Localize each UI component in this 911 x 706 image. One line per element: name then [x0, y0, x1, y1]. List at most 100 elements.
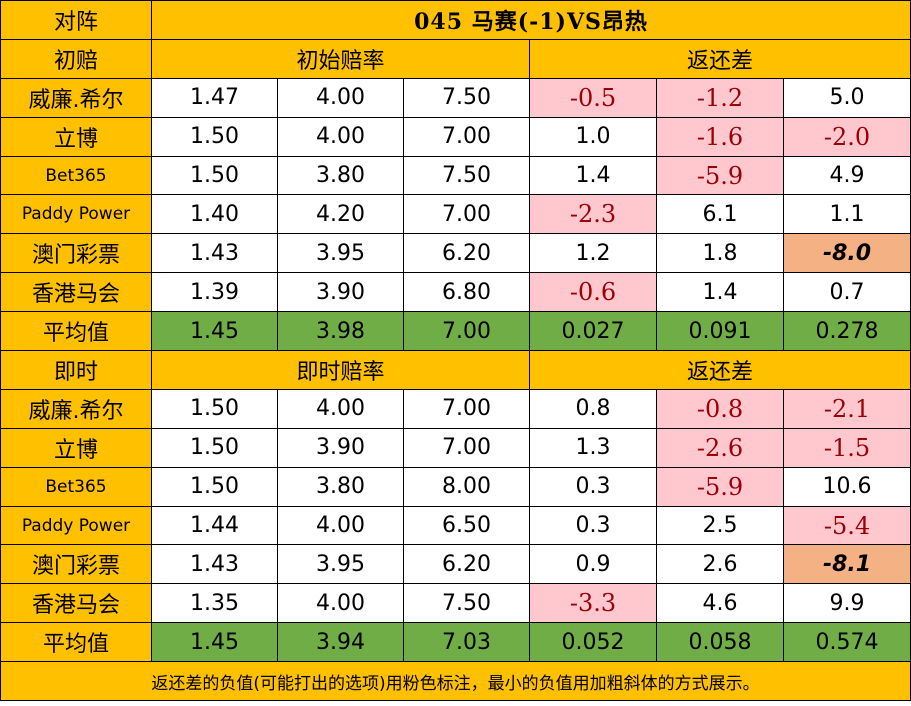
average-odds-cell: 3.98 — [277, 311, 404, 352]
bookmaker-name: 立博 — [0, 427, 152, 468]
bookmaker-name: Bet365 — [0, 155, 152, 196]
return-diff-cell: 1.1 — [782, 194, 911, 235]
return-diff-cell: 10.6 — [782, 466, 911, 507]
return-diff-cell: 2.6 — [656, 544, 784, 585]
bookmaker-name: 香港马会 — [0, 583, 152, 624]
table-row: Bet365 1.50 3.80 8.00 0.3 -5.9 10.6 — [0, 466, 911, 507]
odds-cell: 1.44 — [151, 505, 278, 546]
matchup-label: 对阵 — [0, 0, 152, 40]
return-diff-cell: 4.9 — [782, 155, 911, 196]
return-diff-cell: 0.7 — [782, 272, 911, 313]
bookmaker-name: 澳门彩票 — [0, 233, 152, 274]
odds-cell: 7.00 — [403, 388, 530, 429]
odds-cell: 7.50 — [403, 77, 530, 118]
table-row: 威廉.希尔 1.47 4.00 7.50 -0.5 -1.2 5.0 — [0, 77, 911, 118]
table-row: 立博 1.50 4.00 7.00 1.0 -1.6 -2.0 — [0, 116, 911, 157]
table-row: 香港马会 1.35 4.00 7.50 -3.3 4.6 9.9 — [0, 583, 911, 624]
odds-cell: 1.50 — [151, 388, 278, 429]
odds-cell: 6.50 — [403, 505, 530, 546]
section-label: 即时 — [0, 350, 152, 390]
odds-cell: 1.47 — [151, 77, 278, 118]
odds-cell: 4.00 — [277, 388, 404, 429]
return-diff-cell: -5.9 — [656, 155, 784, 196]
odds-cell: 3.95 — [277, 233, 404, 274]
return-diff-cell: -0.6 — [529, 272, 657, 313]
odds-cell: 3.90 — [277, 272, 404, 313]
average-odds-cell: 1.45 — [151, 311, 278, 352]
return-diff-cell: 4.6 — [656, 583, 784, 624]
odds-cell: 4.00 — [277, 583, 404, 624]
odds-cell: 7.50 — [403, 583, 530, 624]
odds-group-header: 即时赔率 — [151, 350, 530, 390]
table-row: Paddy Power 1.40 4.20 7.00 -2.3 6.1 1.1 — [0, 194, 911, 235]
return-diff-cell: 5.0 — [782, 77, 911, 118]
return-diff-cell: 0.8 — [529, 388, 657, 429]
table-row: 澳门彩票 1.43 3.95 6.20 0.9 2.6 -8.1 — [0, 544, 911, 585]
odds-cell: 4.00 — [277, 77, 404, 118]
return-diff-cell: -0.5 — [529, 77, 657, 118]
return-diff-cell: -0.8 — [656, 388, 784, 429]
average-diff-cell: 0.091 — [656, 311, 784, 352]
bookmaker-name: 威廉.希尔 — [0, 388, 152, 429]
table-row: 立博 1.50 3.90 7.00 1.3 -2.6 -1.5 — [0, 427, 911, 468]
odds-cell: 1.43 — [151, 544, 278, 585]
odds-cell: 6.20 — [403, 544, 530, 585]
average-diff-cell: 0.027 — [529, 311, 657, 352]
title-row: 对阵 045 马赛(-1)VS昂热 — [0, 0, 911, 40]
bookmaker-name: 立博 — [0, 116, 152, 157]
bookmaker-name: Paddy Power — [0, 194, 152, 235]
return-diff-cell: -8.1 — [782, 544, 911, 585]
return-diff-cell: -2.6 — [656, 427, 784, 468]
return-diff-cell: 1.8 — [656, 233, 784, 274]
return-diff-cell: -2.0 — [782, 116, 911, 157]
average-diff-cell: 0.052 — [529, 622, 657, 663]
odds-cell: 1.50 — [151, 427, 278, 468]
odds-cell: 7.50 — [403, 155, 530, 196]
table-row: 威廉.希尔 1.50 4.00 7.00 0.8 -0.8 -2.1 — [0, 388, 911, 429]
average-label: 平均值 — [0, 622, 152, 663]
return-diff-cell: 0.3 — [529, 505, 657, 546]
average-diff-cell: 0.278 — [782, 311, 911, 352]
diff-group-header: 返还差 — [528, 350, 911, 390]
section-header-row: 初赔 初始赔率 返还差 — [0, 38, 911, 79]
section-header-row: 即时 即时赔率 返还差 — [0, 350, 911, 390]
odds-cell: 7.00 — [403, 194, 530, 235]
bookmaker-name: 香港马会 — [0, 272, 152, 313]
return-diff-cell: -8.0 — [782, 233, 911, 274]
odds-cell: 6.80 — [403, 272, 530, 313]
odds-cell: 4.20 — [277, 194, 404, 235]
odds-cell: 3.95 — [277, 544, 404, 585]
return-diff-cell: 1.4 — [529, 155, 657, 196]
average-diff-cell: 0.574 — [782, 622, 911, 663]
return-diff-cell: 1.4 — [656, 272, 784, 313]
return-diff-cell: -5.4 — [782, 505, 911, 546]
odds-cell: 1.43 — [151, 233, 278, 274]
return-diff-cell: 2.5 — [656, 505, 784, 546]
odds-cell: 3.80 — [277, 155, 404, 196]
odds-cell: 7.00 — [403, 116, 530, 157]
diff-group-header: 返还差 — [528, 38, 911, 79]
return-diff-cell: -2.1 — [782, 388, 911, 429]
return-diff-cell: 1.0 — [529, 116, 657, 157]
bookmaker-name: Paddy Power — [0, 505, 152, 546]
odds-cell: 8.00 — [403, 466, 530, 507]
odds-cell: 3.80 — [277, 466, 404, 507]
odds-cell: 1.40 — [151, 194, 278, 235]
return-diff-cell: -2.3 — [529, 194, 657, 235]
odds-cell: 4.00 — [277, 505, 404, 546]
return-diff-cell: 9.9 — [782, 583, 911, 624]
average-odds-cell: 1.45 — [151, 622, 278, 663]
odds-cell: 1.50 — [151, 155, 278, 196]
bookmaker-name: 澳门彩票 — [0, 544, 152, 585]
odds-cell: 1.39 — [151, 272, 278, 313]
odds-cell: 1.50 — [151, 466, 278, 507]
match-title: 045 马赛(-1)VS昂热 — [150, 0, 911, 40]
return-diff-cell: -5.9 — [656, 466, 784, 507]
odds-group-header: 初始赔率 — [151, 38, 530, 79]
return-diff-cell: 1.2 — [529, 233, 657, 274]
average-row: 平均值 1.45 3.98 7.00 0.027 0.091 0.278 — [0, 311, 911, 352]
return-diff-cell: -1.6 — [656, 116, 784, 157]
return-diff-cell: 1.3 — [529, 427, 657, 468]
odds-cell: 7.00 — [403, 427, 530, 468]
